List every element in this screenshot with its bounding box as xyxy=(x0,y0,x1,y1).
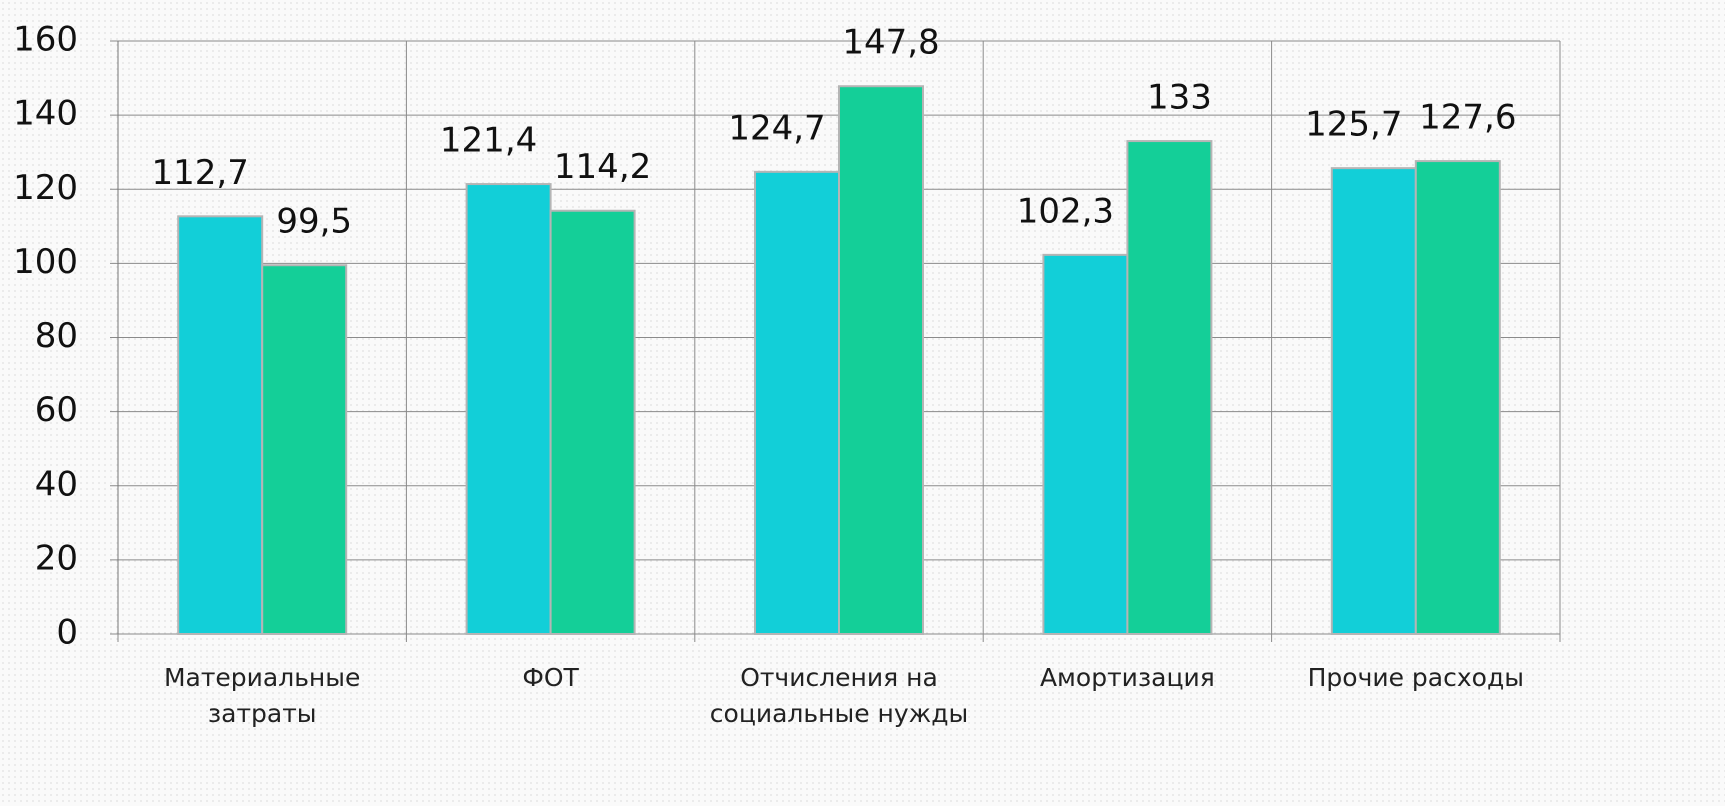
y-tick-label: 160 xyxy=(13,20,78,60)
bar xyxy=(261,264,348,635)
bar xyxy=(1414,160,1501,636)
data-label: 147,8 xyxy=(842,23,939,63)
data-label: 102,3 xyxy=(1017,191,1114,231)
data-label: 121,4 xyxy=(440,121,537,161)
y-tick-label: 60 xyxy=(35,390,78,430)
data-label: 125,7 xyxy=(1305,105,1402,145)
data-label: 127,6 xyxy=(1419,98,1516,138)
y-tick-label: 140 xyxy=(13,94,78,134)
data-label: 133 xyxy=(1147,78,1212,118)
y-tick-label: 100 xyxy=(13,242,78,282)
bar xyxy=(838,85,924,635)
y-tick-label: 0 xyxy=(56,613,78,653)
y-tick-label: 80 xyxy=(35,316,78,356)
bar xyxy=(1042,253,1129,636)
x-tick-label: Материальные затраты xyxy=(163,663,361,728)
data-label: 99,5 xyxy=(276,202,352,242)
bar xyxy=(177,215,264,635)
y-tick-label: 40 xyxy=(35,464,78,504)
bar xyxy=(1126,140,1213,635)
data-label: 124,7 xyxy=(728,108,825,148)
bar xyxy=(754,170,840,635)
x-tick-label: ФОТ xyxy=(522,663,579,692)
x-tick-label: Прочие расходы xyxy=(1307,663,1524,692)
x-tick-label: Амортизация xyxy=(1039,663,1215,692)
bar xyxy=(1330,167,1417,635)
y-tick-label: 120 xyxy=(13,168,78,208)
bar xyxy=(465,183,552,635)
bar xyxy=(549,209,636,635)
data-label: 112,7 xyxy=(152,153,249,193)
data-label: 114,2 xyxy=(554,147,651,187)
y-tick-label: 20 xyxy=(35,538,78,578)
x-tick-label: Отчисления на социальные нужды xyxy=(709,663,969,728)
